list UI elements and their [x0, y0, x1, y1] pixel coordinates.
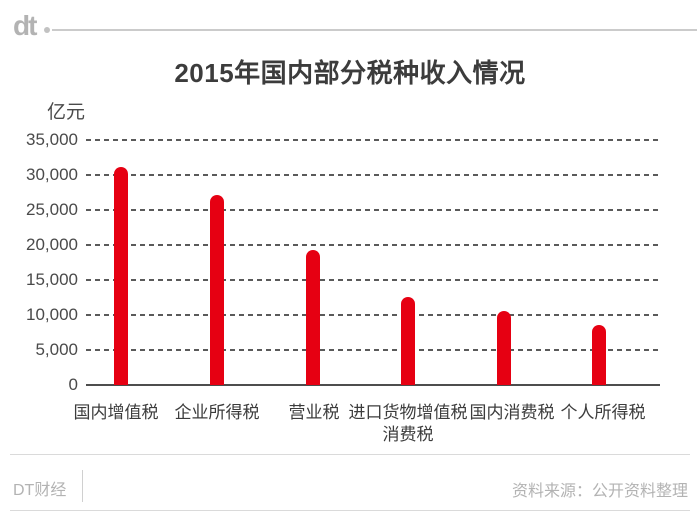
- header-rule: [52, 29, 697, 31]
- y-tick-label: 35,000: [26, 130, 78, 149]
- footer-brand: DT财经: [13, 482, 67, 499]
- x-axis-label: 营业税: [288, 403, 340, 422]
- page-title: 2015年国内部分税种收入情况: [174, 58, 526, 88]
- y-axis-unit-label: 亿元: [47, 102, 86, 123]
- x-axis-label: 进口货物增值税 消费税: [348, 403, 468, 444]
- y-gridline: [86, 279, 660, 281]
- y-tick-label: 5,000: [35, 340, 78, 359]
- y-tick-label: 0: [68, 375, 78, 394]
- y-tick-label: 20,000: [26, 235, 78, 254]
- bar-5: [496, 311, 511, 385]
- dt-logo: dt: [13, 10, 37, 41]
- y-gridline: [86, 314, 660, 316]
- y-gridline: [86, 349, 660, 351]
- logo-connector-dot: [44, 27, 50, 33]
- x-axis-label: 国内增值税: [73, 403, 159, 422]
- y-tick-label: 25,000: [26, 200, 78, 219]
- footer-rule-top: [10, 454, 690, 455]
- y-tick-label: 10,000: [26, 305, 78, 324]
- y-gridline: [86, 139, 660, 141]
- x-axis-label: 国内消费税: [469, 403, 555, 422]
- x-axis-label: 企业所得税: [174, 403, 260, 422]
- bar-1: [114, 167, 128, 385]
- y-gridline: [86, 244, 660, 246]
- bar-4: [401, 297, 415, 385]
- footer-divider: [82, 470, 83, 502]
- y-gridline: [86, 174, 660, 176]
- y-tick-label: 30,000: [26, 165, 78, 184]
- bar-6: [592, 324, 606, 385]
- data-source-note: 资料来源：公开资料整理: [511, 483, 688, 500]
- bar-2: [209, 195, 224, 385]
- y-tick-label: 15,000: [26, 270, 78, 289]
- bar-3: [305, 249, 320, 385]
- x-axis-baseline: [86, 384, 660, 386]
- y-gridline: [86, 209, 660, 211]
- x-axis-label: 个人所得税: [560, 403, 646, 422]
- footer-rule-bottom: [10, 510, 690, 511]
